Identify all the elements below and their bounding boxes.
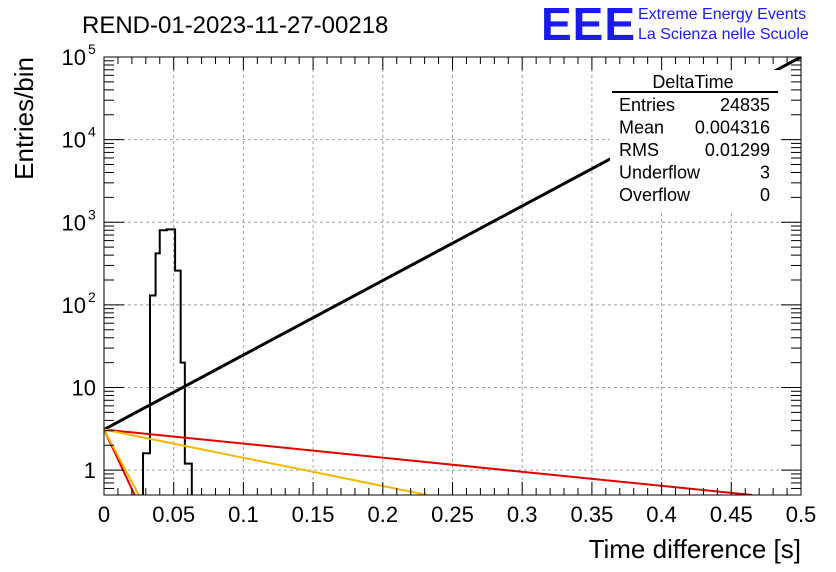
logo-mark: EEE: [541, 0, 636, 50]
fit-line: [104, 428, 753, 495]
x-tick-label: 0.3: [507, 502, 538, 527]
y-tick-label: 1: [84, 458, 96, 483]
x-tick-label: 0: [98, 502, 110, 527]
y-tick-exponent: 3: [88, 206, 96, 222]
axis-ticks: [103, 56, 802, 495]
x-tick-label: 0.1: [228, 502, 259, 527]
y-tick-label: 10: [62, 128, 86, 153]
eee-logo: EEE Extreme Energy Events La Scienza nel…: [541, 0, 809, 50]
logo-line-1: Extreme Energy Events: [638, 6, 806, 23]
x-tick-label: 0.25: [431, 502, 474, 527]
y-tick-exponent: 5: [88, 41, 96, 57]
y-tick-label: 10: [62, 293, 86, 318]
y-tick-exponent: 2: [88, 289, 96, 305]
x-tick-labels: 0 0.05 0.1 0.15 0.2 0.25 0.3 0.35 0.4 0.45 0.5: [98, 502, 816, 527]
x-tick-label: 0.35: [570, 502, 613, 527]
y-tick-label: 10: [62, 210, 86, 235]
y-axis-label: Entries/bin: [9, 57, 39, 180]
x-tick-label: 0.2: [368, 502, 399, 527]
logo-line-2: La Scienza nelle Scuole: [638, 26, 809, 43]
x-tick-label: 0.15: [292, 502, 335, 527]
x-tick-label: 0.05: [152, 502, 195, 527]
fit-line: [104, 428, 428, 495]
x-tick-label: 0.4: [646, 502, 677, 527]
stats-box: DeltaTime Entries 24835 Mean 0.004316 RMS 0.0…: [610, 70, 780, 210]
stats-label: Overflow: [619, 185, 691, 205]
stats-box-background: [610, 70, 780, 210]
y-tick-label: 10: [72, 376, 96, 401]
stats-label: RMS: [619, 140, 659, 160]
stats-value: 3: [760, 163, 770, 183]
stats-title: DeltaTime: [652, 72, 733, 92]
stats-value: 0: [760, 185, 770, 205]
fit-line: [104, 429, 140, 495]
stats-label: Underflow: [619, 163, 701, 183]
histogram-deltatime: [142, 228, 193, 495]
x-tick-label: 0.5: [786, 502, 817, 527]
stats-value: 0.01299: [705, 140, 770, 160]
y-tick-exponent: 4: [88, 124, 96, 140]
chart-title: REND-01-2023-11-27-00218: [82, 12, 388, 39]
x-axis-label: Time difference [s]: [589, 534, 801, 564]
stats-value: 24835: [720, 95, 770, 115]
x-tick-label: 0.45: [710, 502, 753, 527]
stats-value: 0.004316: [695, 118, 770, 138]
y-tick-label: 10: [62, 45, 86, 70]
stats-label: Entries: [619, 95, 675, 115]
stats-label: Mean: [619, 118, 664, 138]
